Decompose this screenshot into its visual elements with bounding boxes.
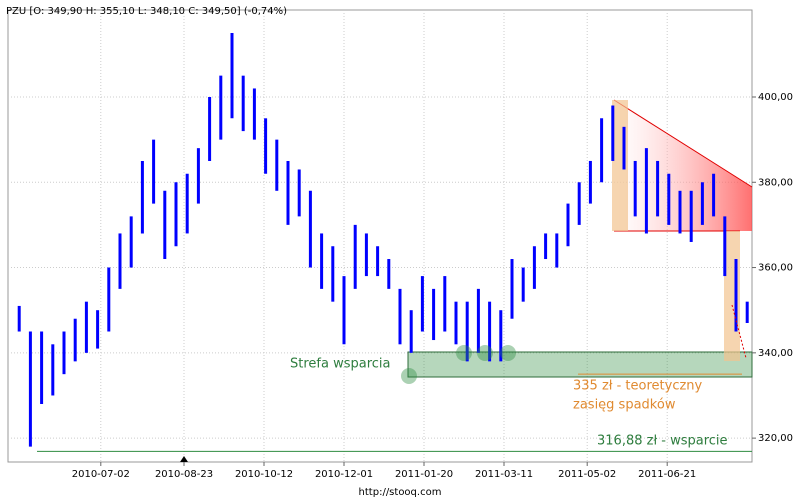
target-label: 335 zł - teoretyczny [573, 379, 703, 394]
triangle-top [613, 99, 753, 188]
x-tick-label: 2011-03-11 [475, 469, 533, 480]
y-tick-label: 400,00 [758, 92, 793, 103]
support-touch [456, 345, 472, 361]
support-touch [477, 345, 493, 361]
y-tick-label: 380,00 [758, 177, 793, 188]
support-touch [500, 345, 516, 361]
footer: http://stooq.com [359, 487, 442, 498]
support-touch [401, 368, 417, 384]
x-tick-label: 2010-12-01 [315, 469, 373, 480]
x-tick-label: 2010-10-12 [235, 469, 293, 480]
zone-label: Strefa wsparcia [290, 357, 391, 372]
target-label: zasięg spadków [573, 398, 676, 413]
triangle-fill [614, 100, 752, 231]
support-zone [407, 351, 753, 378]
chart-title: PZU [O: 349,90 H: 355,10 L: 348,10 C: 34… [6, 6, 287, 17]
y-tick-label: 360,00 [758, 263, 793, 274]
x-tick-label: 2010-08-23 [155, 469, 213, 480]
y-tick-label: 320,00 [758, 433, 793, 444]
x-tick-label: 2011-05-02 [558, 469, 616, 480]
axis-marker [180, 456, 188, 462]
x-tick-label: 2011-06-21 [638, 469, 696, 480]
y-tick-label: 340,00 [758, 348, 793, 359]
support-label: 316,88 zł - wsparcie [597, 434, 728, 449]
pattern-height [612, 100, 628, 231]
projection-line [731, 304, 747, 359]
pattern-projection [724, 231, 740, 361]
x-tick-label: 2010-07-02 [72, 469, 130, 480]
x-tick-label: 2011-01-20 [395, 469, 453, 480]
